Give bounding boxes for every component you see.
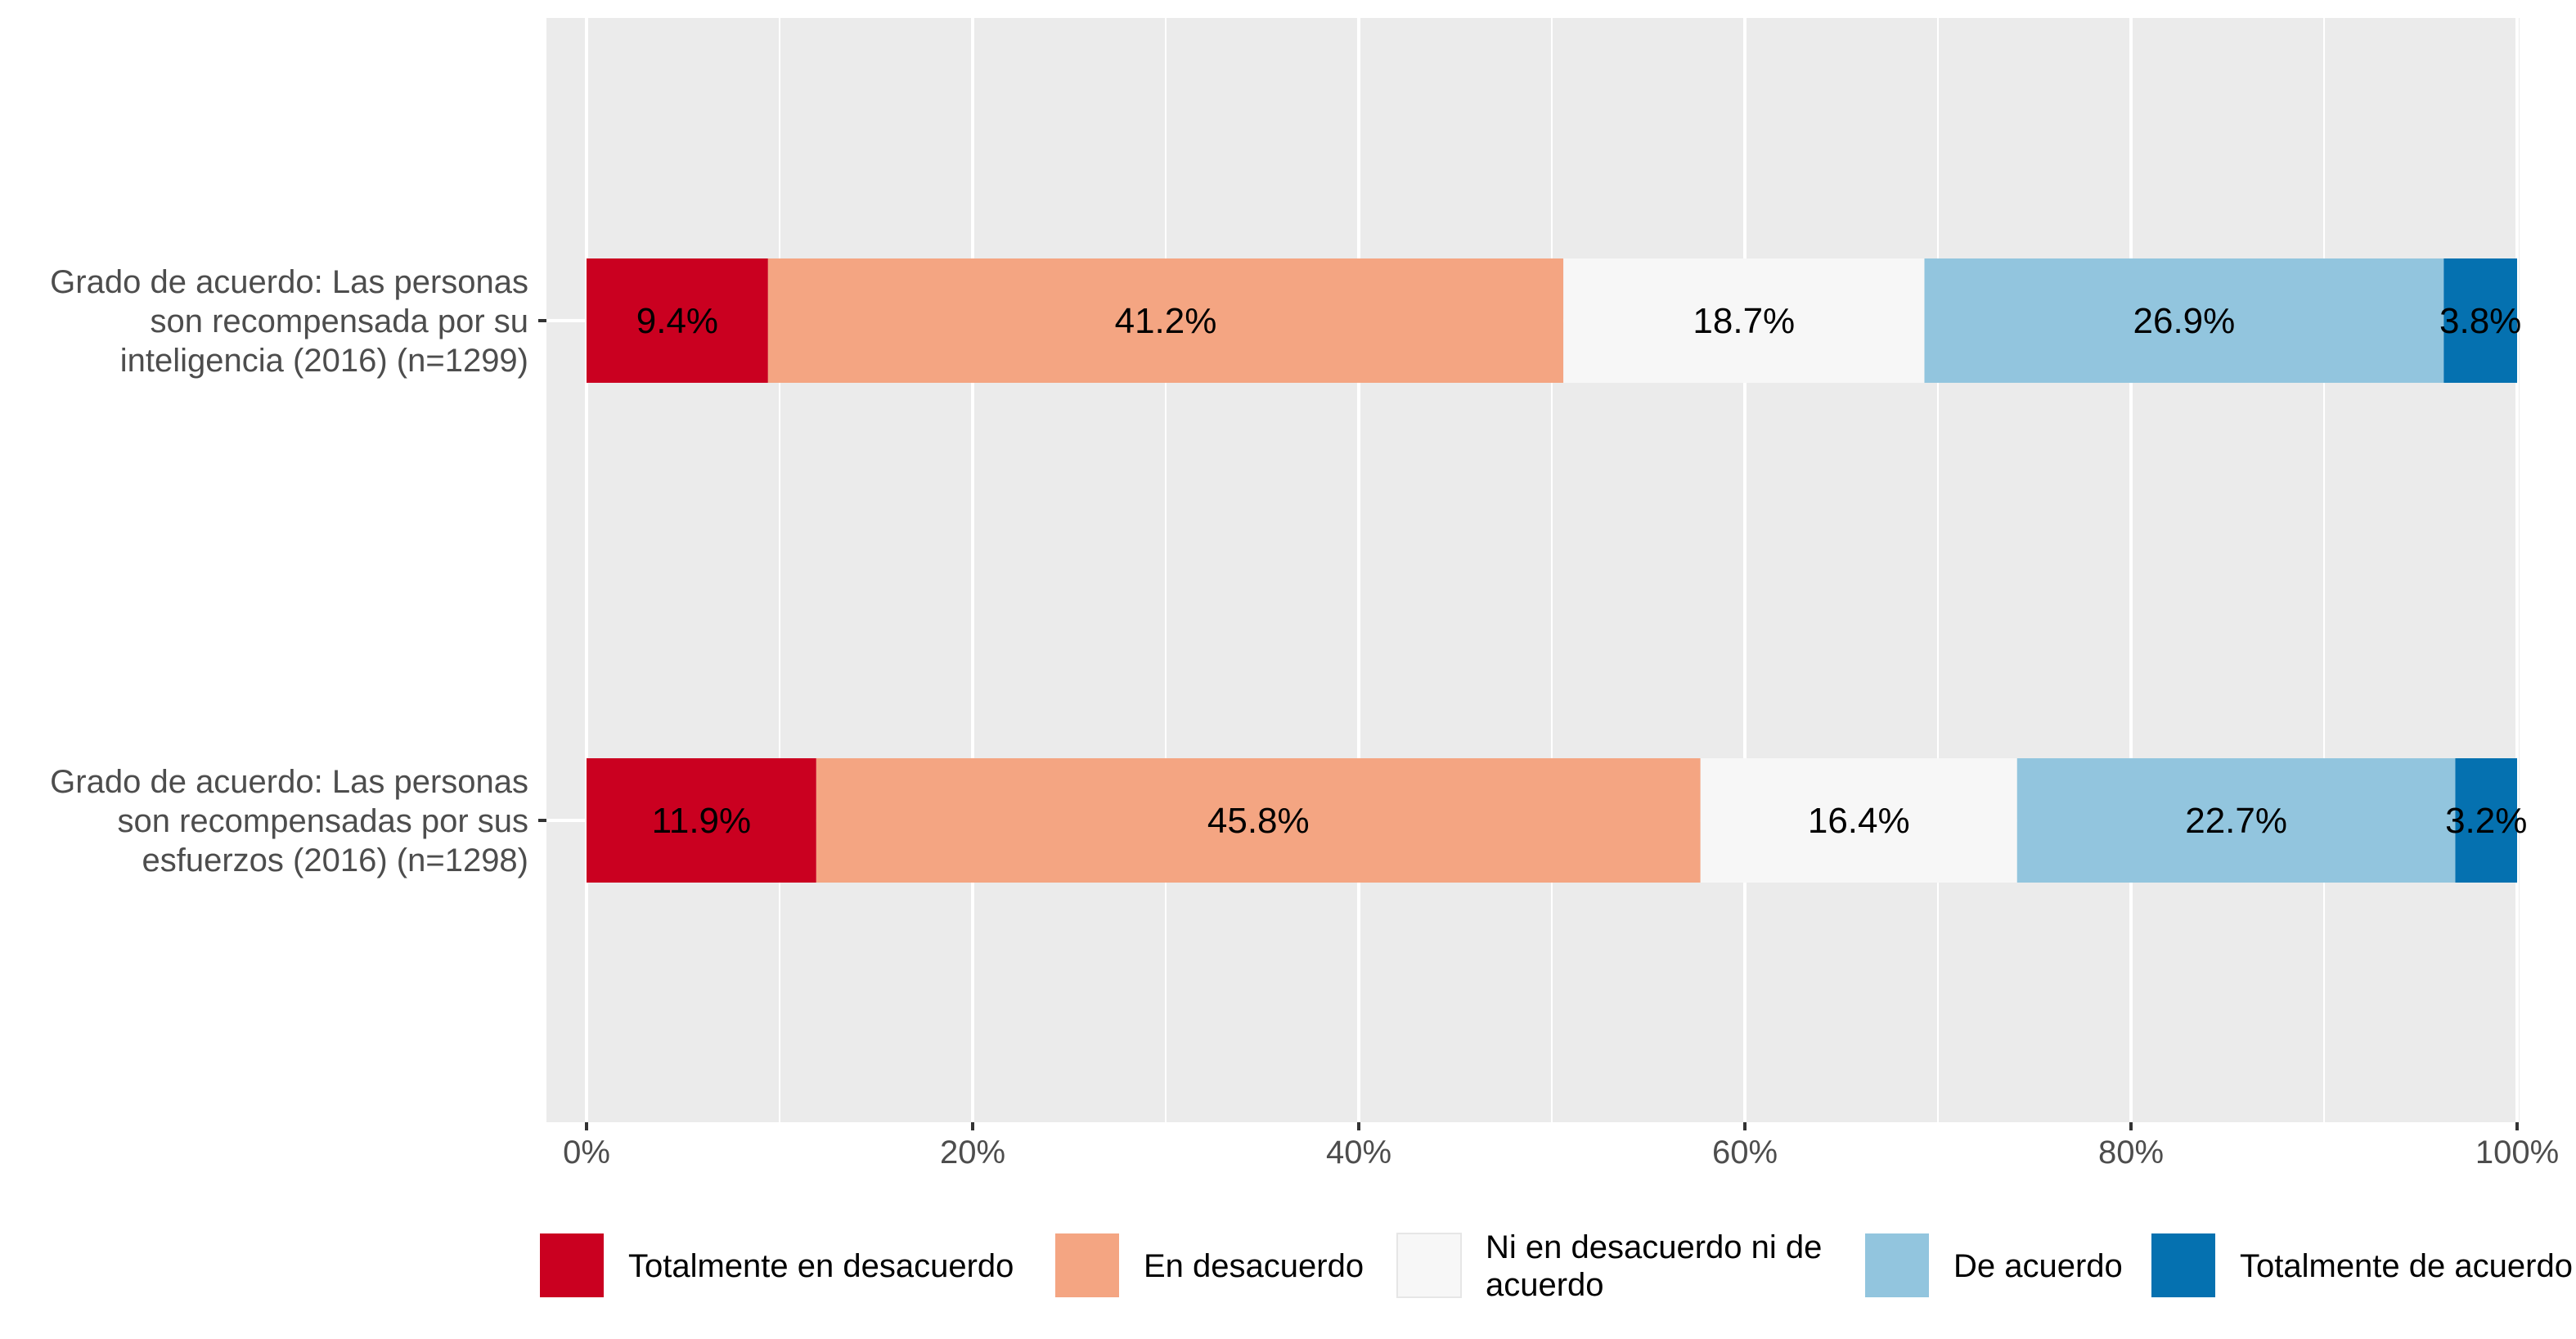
x-axis: 0% 20% 40% 60% 80% 100% <box>563 1122 2559 1171</box>
legend-label: Totalmente de acuerdo <box>2240 1248 2573 1284</box>
bar-segment <box>1700 758 2017 883</box>
category-label: son recompensadas por sus <box>118 803 529 839</box>
x-tick-label: 0% <box>563 1135 610 1171</box>
x-tick-label: 20% <box>940 1135 1005 1171</box>
data-label: 16.4% <box>1808 801 1910 841</box>
data-label: 22.7% <box>2185 801 2287 841</box>
category-label: son recompensada por su <box>151 303 529 339</box>
category-label: Grado de acuerdo: Las personas <box>50 764 528 800</box>
bar-segment <box>587 758 816 883</box>
bar-segment <box>2443 258 2517 383</box>
bar-segment <box>2455 758 2517 883</box>
data-label: 3.8% <box>2439 301 2521 341</box>
bar-segment <box>1924 258 2444 383</box>
legend-key <box>1055 1233 1119 1297</box>
bar-segment <box>816 758 1701 883</box>
legend-label: De acuerdo <box>1953 1248 2123 1284</box>
legend-label: acuerdo <box>1486 1267 1604 1303</box>
legend-label: En desacuerdo <box>1144 1248 1364 1284</box>
category-label: inteligencia (2016) (n=1299) <box>120 343 528 379</box>
legend-key <box>2151 1233 2215 1297</box>
legend-label: Ni en desacuerdo ni de <box>1486 1229 1822 1265</box>
data-label: 18.7% <box>1693 301 1795 341</box>
data-label: 41.2% <box>1115 301 1217 341</box>
bar-segment <box>1563 258 1925 383</box>
x-tick-label: 100% <box>2475 1135 2559 1171</box>
bar-segment <box>587 258 768 383</box>
data-label: 26.9% <box>2133 301 2236 341</box>
panel-background <box>546 18 2520 1122</box>
bar-segment <box>767 258 1564 383</box>
bars <box>587 258 2517 883</box>
category-label: Grado de acuerdo: Las personas <box>50 264 528 300</box>
data-labels: 9.4% 41.2% 18.7% 26.9% 3.8% 11.9% 45.8% 16.4% 22… <box>636 301 2528 841</box>
data-label: 3.2% <box>2445 801 2527 841</box>
legend-label: Totalmente en desacuerdo <box>628 1248 1014 1284</box>
data-label: 11.9% <box>652 801 752 841</box>
legend-key <box>1865 1233 1929 1297</box>
legend-key <box>540 1233 604 1297</box>
x-tick-label: 60% <box>1712 1135 1778 1171</box>
data-label: 45.8% <box>1207 801 1310 841</box>
legend: Totalmente en desacuerdo En desacuerdo Ni … <box>540 1229 2573 1303</box>
x-tick-label: 40% <box>1326 1135 1391 1171</box>
category-label: esfuerzos (2016) (n=1298) <box>142 842 529 878</box>
bar-segment <box>2016 758 2456 883</box>
data-label: 9.4% <box>636 301 718 341</box>
legend-key <box>1396 1233 1462 1298</box>
x-tick-label: 80% <box>2098 1135 2164 1171</box>
